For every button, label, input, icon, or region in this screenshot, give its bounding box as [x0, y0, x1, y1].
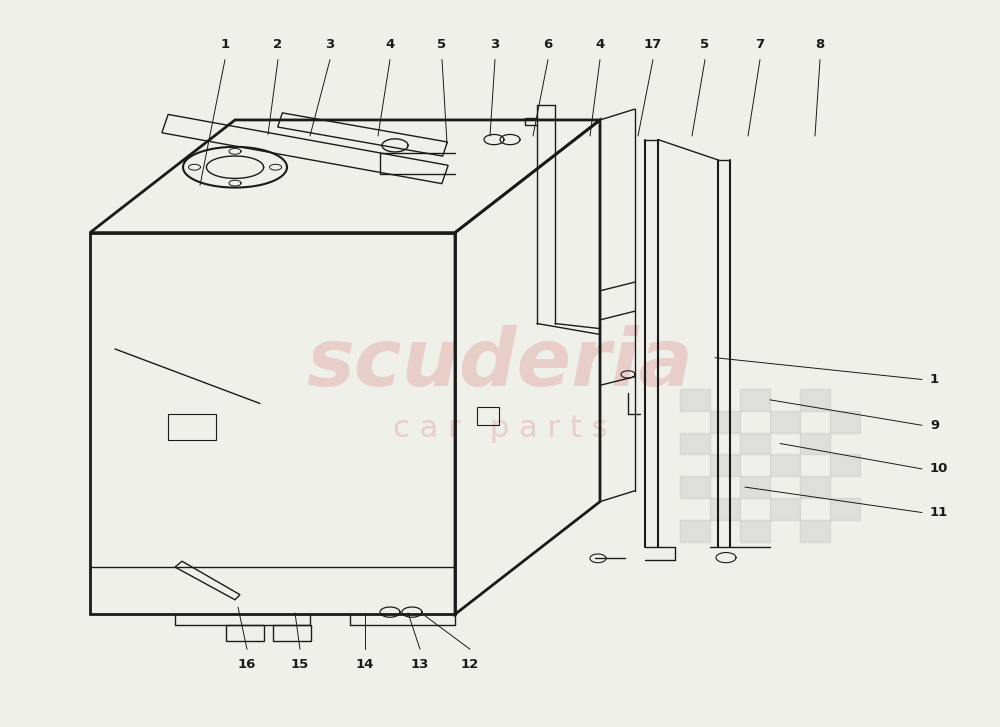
Bar: [273, 625, 311, 641]
Bar: [680, 520, 710, 542]
Text: 13: 13: [411, 658, 429, 671]
Text: 10: 10: [930, 462, 948, 475]
Bar: [800, 476, 830, 498]
Text: 9: 9: [930, 419, 939, 432]
Bar: [770, 498, 800, 520]
Bar: [800, 433, 830, 454]
Bar: [740, 389, 770, 411]
Text: 14: 14: [356, 658, 374, 671]
Text: c a r   p a r t s: c a r p a r t s: [393, 414, 607, 443]
Bar: [680, 433, 710, 454]
Text: 7: 7: [755, 38, 765, 51]
Text: 3: 3: [490, 38, 500, 51]
Text: 4: 4: [385, 38, 395, 51]
Text: 17: 17: [644, 38, 662, 51]
Text: 5: 5: [437, 38, 447, 51]
Bar: [770, 454, 800, 476]
Bar: [477, 407, 499, 425]
Bar: [168, 414, 216, 440]
Text: 11: 11: [930, 506, 948, 519]
Text: 3: 3: [325, 38, 335, 51]
Bar: [740, 520, 770, 542]
Bar: [710, 411, 740, 433]
Bar: [800, 389, 830, 411]
Bar: [710, 454, 740, 476]
Bar: [770, 411, 800, 433]
Text: 1: 1: [220, 38, 230, 51]
Bar: [830, 454, 860, 476]
Text: 15: 15: [291, 658, 309, 671]
Text: 2: 2: [273, 38, 283, 51]
Bar: [830, 411, 860, 433]
Text: 16: 16: [238, 658, 256, 671]
Text: scuderia: scuderia: [307, 324, 693, 403]
Text: 4: 4: [595, 38, 605, 51]
Text: 1: 1: [930, 373, 939, 386]
Bar: [710, 498, 740, 520]
Bar: [830, 498, 860, 520]
Bar: [740, 476, 770, 498]
Text: 5: 5: [700, 38, 710, 51]
Bar: [680, 389, 710, 411]
Text: 8: 8: [815, 38, 825, 51]
Bar: [800, 520, 830, 542]
Text: 6: 6: [543, 38, 553, 51]
Bar: [680, 476, 710, 498]
Text: 12: 12: [461, 658, 479, 671]
Bar: [740, 433, 770, 454]
Bar: [226, 625, 264, 641]
